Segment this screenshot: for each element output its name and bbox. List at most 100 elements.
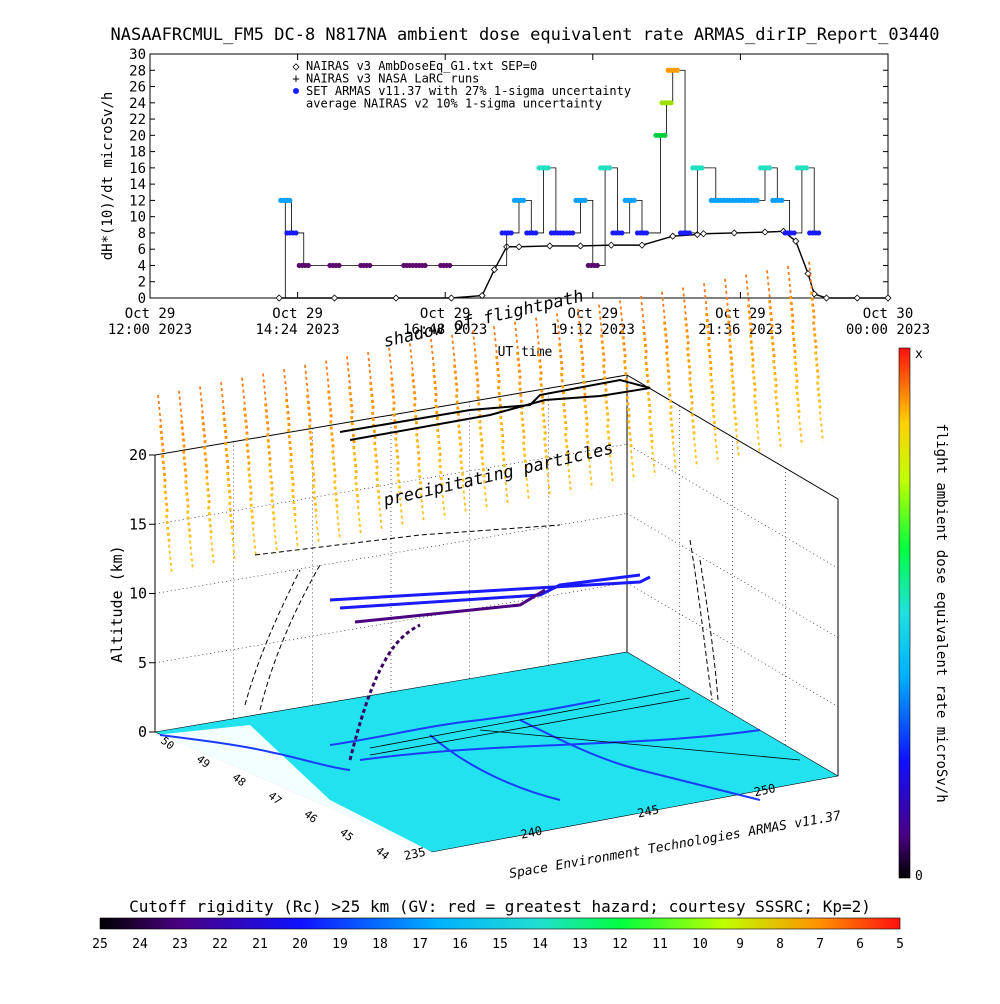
legend-label: average NAIRAS v2 10% 1-sigma uncertaint… (306, 97, 602, 111)
armas-point (631, 197, 637, 203)
ts-y-tick-label: 10 (129, 210, 146, 226)
particle-dash (226, 472, 234, 533)
ts-y-tick-label: 8 (138, 226, 146, 242)
particle-dash (789, 295, 797, 357)
particle-dash (646, 386, 654, 447)
particle-dash (199, 386, 207, 447)
altitude-tick-label: 15 (129, 515, 147, 533)
ts-x-tick-time: 21:36 2023 (698, 322, 782, 338)
particle-dash (627, 420, 635, 481)
armas-point (570, 230, 576, 236)
armas-point (803, 165, 810, 171)
longitude-tick-label: 250 (753, 781, 777, 799)
particle-dash (642, 326, 650, 387)
particle-dash (745, 274, 753, 335)
particle-dash (325, 360, 333, 421)
ts-x-tick-day: Oct 29 (125, 306, 176, 322)
legend-symbol: + (292, 72, 299, 86)
armas-point (699, 165, 705, 171)
particle-dash (371, 411, 379, 473)
cutoff-colorbar-bar (99, 917, 901, 930)
armas-point (754, 197, 760, 203)
particle-dash (707, 343, 715, 404)
particle-dash (522, 441, 530, 502)
grid-line (626, 582, 839, 708)
particle-dash (243, 407, 251, 468)
cutoff-tick-label: 20 (292, 937, 308, 952)
flight-ground-track (369, 689, 801, 761)
ts-x-tick-time: 19:12 2023 (551, 322, 635, 338)
particle-dash (430, 339, 438, 400)
particle-dash (266, 433, 274, 494)
particle-dash (541, 407, 549, 468)
particle-dash (495, 356, 503, 417)
particle-dash (346, 356, 354, 417)
coastline (429, 734, 561, 801)
particle-dash (623, 360, 631, 421)
nairas-point (792, 237, 800, 245)
back-wall-right-edge (626, 374, 839, 776)
nairas-point (478, 291, 486, 300)
particle-dash (161, 454, 169, 516)
armas-point (287, 197, 293, 203)
nairas-point (822, 294, 831, 302)
particle-dash (732, 398, 740, 459)
coastline (159, 734, 351, 771)
particle-dash (417, 463, 425, 524)
nairas-point (638, 241, 646, 249)
particle-dash (535, 317, 543, 378)
legend-symbol: ◇ (292, 59, 300, 73)
particle-dash (394, 437, 402, 498)
ts-y-tick-label: 30 (129, 47, 146, 63)
particle-dash (228, 502, 236, 563)
dose-colorbar-bar (898, 347, 911, 879)
cutoff-tick-label: 6 (856, 937, 864, 952)
ts-x-tick-day: Oct 29 (715, 306, 766, 322)
particle-dash (472, 330, 480, 391)
cutoff-tick-label: 22 (212, 937, 228, 952)
particle-dash (812, 321, 820, 382)
particle-dash (493, 326, 501, 387)
particle-dash (669, 411, 677, 472)
particle-dash (816, 381, 824, 442)
particle-dash (310, 454, 318, 515)
particle-dash (663, 321, 671, 382)
particle-dash (249, 497, 257, 558)
cutoff-tick-label: 7 (816, 937, 824, 952)
cutoff-tick-label: 14 (532, 937, 548, 952)
particle-dash (159, 424, 167, 486)
cutoff-tick-label: 9 (736, 937, 744, 952)
altitude-tick-label: 20 (129, 446, 147, 464)
altitude-tick-label: 10 (129, 585, 147, 603)
nairas-point (392, 294, 400, 302)
particle-dash (457, 424, 465, 485)
ts-x-tick-day: Oct 29 (420, 306, 471, 322)
ts-x-tick-day: Oct 29 (272, 306, 323, 322)
cutoff-tick-label: 25 (92, 937, 108, 952)
particle-dash (703, 283, 711, 344)
latitude-tick-label: 48 (230, 771, 248, 789)
particle-dash (409, 343, 417, 404)
longitude-tick-label: 245 (636, 802, 660, 820)
particle-dash (499, 416, 507, 477)
armas-point (422, 262, 428, 269)
particle-dash (558, 343, 566, 404)
particle-dash (289, 459, 297, 520)
particle-dash (688, 377, 696, 438)
particle-dash (665, 351, 673, 412)
map-white-cut (155, 725, 432, 852)
particle-dash (476, 390, 484, 451)
armas-point (367, 262, 373, 269)
ts-legend: ◇ NAIRAS v3 AmbDoseEq_G1.txt SEP=0 + NAIRAS… (292, 59, 631, 111)
longitude-tick-label: 240 (519, 824, 543, 842)
particle-dash (516, 351, 524, 412)
flightpath-climb (348, 623, 421, 761)
particle-dash (415, 433, 423, 494)
particle-dash (747, 304, 755, 365)
dose-colorbar-label: flight ambient dose equivalent rate micr… (933, 423, 949, 802)
ts-x-tick-day: Oct 30 (863, 306, 914, 322)
cutoff-tick-label: 21 (252, 937, 268, 952)
particle-dash (768, 300, 776, 361)
